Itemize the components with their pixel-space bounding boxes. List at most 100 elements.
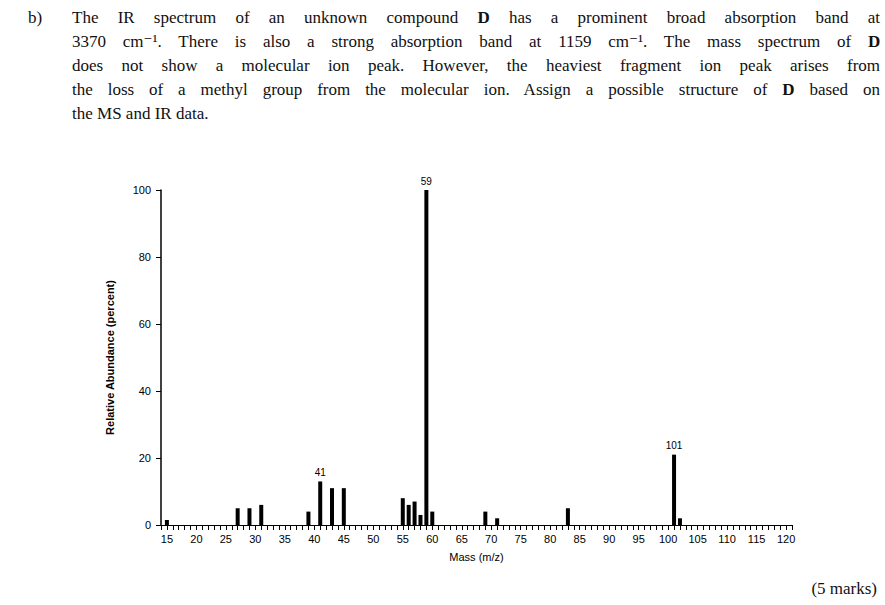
html-text:possible: possible [608, 80, 664, 99]
html-text:also: also [262, 32, 291, 51]
html-text:3370: 3370 [72, 32, 106, 51]
svg-text:55: 55 [397, 533, 409, 545]
html-text:IR: IR [117, 8, 135, 27]
svg-text:40: 40 [308, 533, 320, 545]
html-text:heaviest: heaviest [545, 56, 602, 75]
svg-text:60: 60 [139, 318, 151, 330]
html-text:(5 marks): (5 marks) [811, 579, 877, 598]
html-text:has: has [509, 8, 532, 27]
html-text:ion: ion [699, 56, 722, 75]
html-text:an: an [268, 8, 285, 27]
html-text:the: the [506, 56, 528, 75]
html-text:group: group [262, 80, 303, 99]
svg-text:80: 80 [544, 533, 556, 545]
html-text:strong: strong [331, 32, 374, 51]
html-text:peak.: peak. [367, 56, 405, 75]
svg-text:41: 41 [315, 467, 327, 478]
svg-text:20: 20 [190, 533, 202, 545]
html-text:However,: However, [422, 56, 489, 75]
html-text:molecular: molecular [241, 56, 310, 75]
html-text:a: a [585, 80, 594, 99]
svg-text:120: 120 [777, 533, 795, 545]
svg-text:40: 40 [139, 385, 151, 397]
html-text:Assign: Assign [523, 80, 571, 99]
svg-text:59: 59 [421, 176, 433, 187]
svg-text:0: 0 [145, 519, 151, 531]
html-text:absorption: absorption [390, 32, 463, 51]
svg-text:Mass (m/z): Mass (m/z) [449, 551, 503, 563]
html-text:of: of [837, 32, 852, 51]
html-text:structure: structure [678, 80, 739, 99]
svg-text:60: 60 [426, 533, 438, 545]
html-text:compound: compound [386, 8, 459, 27]
svg-text:25: 25 [220, 533, 232, 545]
svg-text:115: 115 [748, 533, 766, 545]
html-text:peak: peak [739, 56, 772, 75]
svg-text:70: 70 [485, 533, 497, 545]
html-text:mass: mass [707, 32, 742, 51]
svg-text:101: 101 [666, 440, 683, 451]
svg-text:85: 85 [574, 533, 586, 545]
html-text:a: a [307, 32, 315, 51]
html-text:the MS and IR data.: the MS and IR data. [72, 104, 209, 123]
svg-text:35: 35 [279, 533, 291, 545]
html-text:absorption: absorption [724, 8, 797, 27]
svg-text:75: 75 [515, 533, 527, 545]
svg-text:110: 110 [718, 533, 736, 545]
html-text:from: from [317, 80, 351, 99]
svg-text:15: 15 [161, 533, 173, 545]
html-text:on: on [863, 80, 880, 99]
html-text:ion: ion [327, 56, 350, 75]
html-text:unknown: unknown [304, 8, 368, 27]
html-text:a: a [550, 8, 559, 27]
html-text:broad: broad [666, 8, 706, 27]
html-text:not: not [121, 56, 144, 75]
svg-text:30: 30 [249, 533, 261, 545]
html-text:1159: 1159 [558, 32, 592, 51]
html-text:The: The [663, 32, 691, 51]
html-text:at: at [867, 8, 881, 27]
html-text:prominent: prominent [577, 8, 648, 27]
svg-text:90: 90 [603, 533, 615, 545]
html-text:show: show [161, 56, 198, 75]
svg-text:80: 80 [139, 251, 151, 263]
html-text:D: D [782, 80, 795, 99]
svg-text:20: 20 [139, 452, 151, 464]
html-text:the: the [365, 80, 386, 99]
html-text:ion.: ion. [483, 80, 510, 99]
html-text:does: does [72, 56, 104, 75]
html-text:molecular: molecular [400, 80, 469, 99]
html-text:spectrum: spectrum [757, 32, 821, 51]
html-text:D: D [867, 32, 881, 51]
svg-text:65: 65 [456, 533, 468, 545]
html-text:is: is [234, 32, 247, 51]
html-text:a: a [215, 56, 224, 75]
html-text:band: band [815, 8, 849, 27]
html-text:D: D [477, 8, 490, 27]
html-text:loss: loss [107, 80, 135, 99]
html-text:based: based [809, 80, 849, 99]
html-text:of: of [753, 80, 768, 99]
html-text:the: the [72, 80, 93, 99]
html-text:b): b) [28, 8, 43, 27]
html-text:fragment: fragment [619, 56, 682, 75]
svg-text:95: 95 [633, 533, 645, 545]
svg-text:100: 100 [133, 184, 151, 196]
html-text:band: band [479, 32, 513, 51]
html-text:There: There [178, 32, 218, 51]
html-text:spectrum: spectrum [153, 8, 217, 27]
svg-text:100: 100 [659, 533, 677, 545]
svg-text:50: 50 [367, 533, 379, 545]
svg-text:Relative Abundance (percent): Relative Abundance (percent) [104, 280, 116, 435]
html-text:of: of [149, 80, 164, 99]
html-text:methyl: methyl [200, 80, 248, 99]
svg-text:45: 45 [338, 533, 350, 545]
html-text:from: from [847, 56, 881, 75]
html-text:arises: arises [790, 56, 829, 75]
svg-text:105: 105 [688, 533, 706, 545]
html-text:cm⁻¹.: cm⁻¹. [122, 32, 162, 51]
html-text:of: of [235, 8, 250, 27]
html-text:at: at [529, 32, 542, 51]
html-text:The: The [72, 8, 99, 27]
html-text:cm⁻¹.: cm⁻¹. [608, 32, 648, 51]
